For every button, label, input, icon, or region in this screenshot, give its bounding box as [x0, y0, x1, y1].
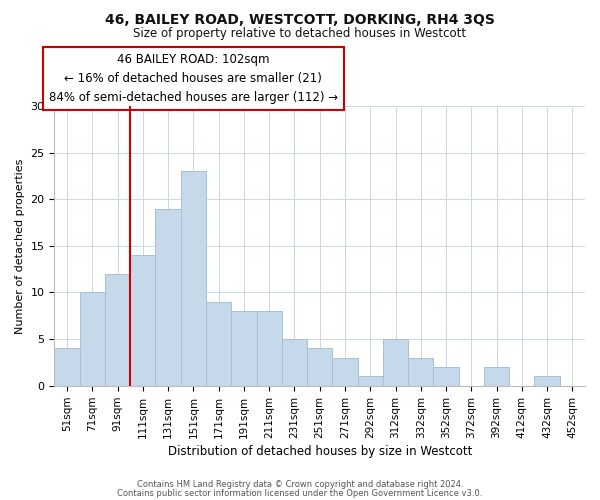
Bar: [231, 311, 257, 386]
Bar: [206, 302, 231, 386]
Bar: [257, 311, 282, 386]
Bar: [55, 348, 80, 386]
Bar: [155, 208, 181, 386]
Bar: [408, 358, 433, 386]
Bar: [282, 339, 307, 386]
Text: 46, BAILEY ROAD, WESTCOTT, DORKING, RH4 3QS: 46, BAILEY ROAD, WESTCOTT, DORKING, RH4 …: [105, 12, 495, 26]
Bar: [433, 367, 458, 386]
Bar: [535, 376, 560, 386]
Bar: [484, 367, 509, 386]
X-axis label: Distribution of detached houses by size in Westcott: Distribution of detached houses by size …: [167, 444, 472, 458]
Bar: [80, 292, 105, 386]
Text: 46 BAILEY ROAD: 102sqm
← 16% of detached houses are smaller (21)
84% of semi-det: 46 BAILEY ROAD: 102sqm ← 16% of detached…: [49, 53, 338, 104]
Text: Contains HM Land Registry data © Crown copyright and database right 2024.: Contains HM Land Registry data © Crown c…: [137, 480, 463, 489]
Bar: [358, 376, 383, 386]
Bar: [181, 172, 206, 386]
Bar: [383, 339, 408, 386]
Bar: [130, 255, 155, 386]
Bar: [105, 274, 130, 386]
Y-axis label: Number of detached properties: Number of detached properties: [15, 158, 25, 334]
Bar: [332, 358, 358, 386]
Bar: [307, 348, 332, 386]
Text: Contains public sector information licensed under the Open Government Licence v3: Contains public sector information licen…: [118, 488, 482, 498]
Text: Size of property relative to detached houses in Westcott: Size of property relative to detached ho…: [133, 28, 467, 40]
